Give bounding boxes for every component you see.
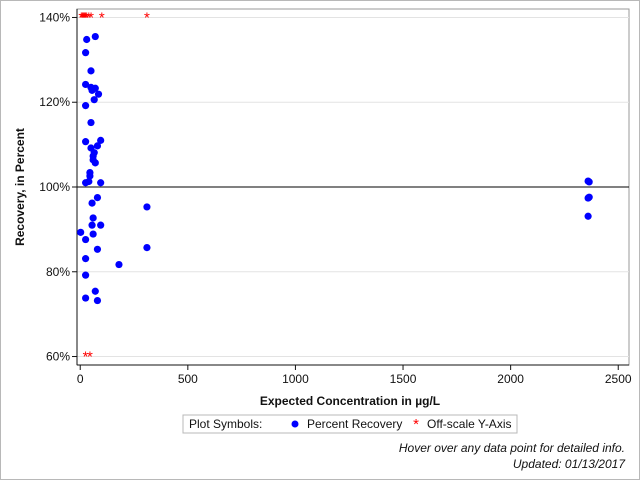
x-tick-label: 0 — [77, 372, 84, 386]
legend-entry-recovery: Percent Recovery — [307, 417, 402, 431]
legend-title: Plot Symbols: — [189, 417, 262, 431]
recovery-point[interactable] — [89, 214, 97, 222]
offscale-point[interactable]: * — [83, 9, 89, 26]
offscale-point[interactable]: * — [86, 9, 92, 26]
updated-note: Updated: 01/13/2017 — [512, 457, 625, 471]
x-tick-label: 1500 — [390, 372, 417, 386]
y-tick-label: 100% — [39, 180, 70, 194]
recovery-point[interactable] — [143, 244, 151, 252]
recovery-point[interactable] — [143, 203, 151, 211]
offscale-point[interactable]: * — [99, 9, 105, 26]
recovery-point[interactable] — [82, 49, 90, 57]
recovery-point[interactable] — [90, 96, 98, 104]
offscale-point[interactable]: * — [87, 349, 93, 366]
legend-box — [182, 414, 518, 434]
recovery-point[interactable] — [91, 287, 99, 295]
recovery-point[interactable] — [91, 32, 99, 41]
recovery-point[interactable] — [91, 159, 99, 167]
recovery-point[interactable] — [77, 228, 85, 236]
y-tick-label: 80% — [46, 265, 70, 279]
offscale-point[interactable]: * — [78, 9, 84, 26]
offscale-point[interactable]: * — [82, 9, 88, 26]
offscale-point[interactable]: * — [88, 9, 94, 26]
recovery-point[interactable] — [93, 245, 102, 253]
recovery-point[interactable] — [93, 142, 102, 150]
recovery-point[interactable] — [94, 90, 103, 98]
legend-recovery-marker — [291, 420, 299, 428]
recovery-point[interactable] — [88, 199, 96, 207]
offscale-point[interactable]: * — [81, 9, 87, 26]
hover-note: Hover over any data point for detailed i… — [398, 441, 625, 455]
recovery-point[interactable] — [584, 212, 592, 220]
recovery-point[interactable] — [82, 271, 90, 279]
recovery-point[interactable] — [83, 35, 91, 44]
recovery-point[interactable] — [97, 136, 105, 144]
recovery-point[interactable] — [82, 138, 90, 146]
legend-entry-offscale: Off-scale Y-Axis — [427, 417, 511, 431]
recovery-point[interactable] — [97, 221, 105, 229]
recovery-point[interactable] — [89, 230, 97, 238]
recovery-point[interactable] — [93, 296, 102, 305]
x-axis-label: Expected Concentration in µg/L — [260, 394, 440, 408]
offscale-point[interactable]: * — [79, 9, 85, 26]
recovery-point[interactable] — [82, 102, 90, 110]
x-tick-label: 2000 — [497, 372, 524, 386]
recovery-point[interactable] — [82, 80, 90, 89]
recovery-point[interactable] — [97, 179, 105, 187]
recovery-point[interactable] — [91, 84, 99, 92]
y-tick-label: 120% — [39, 95, 70, 109]
x-tick-label: 2500 — [605, 372, 632, 386]
recovery-point[interactable] — [88, 221, 96, 229]
x-tick-label: 500 — [178, 372, 198, 386]
recovery-point[interactable] — [585, 193, 593, 201]
recovery-point[interactable] — [86, 168, 94, 177]
x-tick-label: 1000 — [282, 372, 309, 386]
offscale-point[interactable]: * — [83, 349, 89, 366]
recovery-point[interactable] — [90, 149, 98, 157]
recovery-point[interactable] — [93, 193, 102, 202]
recovery-point[interactable] — [82, 235, 90, 244]
recovery-point[interactable] — [87, 67, 95, 75]
recovery-point[interactable] — [85, 177, 93, 186]
offscale-point[interactable]: * — [144, 9, 150, 26]
y-tick-label: 140% — [39, 10, 70, 24]
y-tick-label: 60% — [46, 350, 70, 364]
recovery-point[interactable] — [115, 260, 123, 269]
recovery-point[interactable] — [82, 255, 90, 263]
y-axis-label: Recovery, in Percent — [13, 128, 27, 246]
offscale-point[interactable]: * — [84, 9, 90, 26]
recovery-point[interactable] — [585, 178, 593, 186]
recovery-point[interactable] — [87, 118, 95, 127]
recovery-point[interactable] — [82, 294, 90, 302]
legend-offscale-marker: * — [413, 416, 419, 433]
